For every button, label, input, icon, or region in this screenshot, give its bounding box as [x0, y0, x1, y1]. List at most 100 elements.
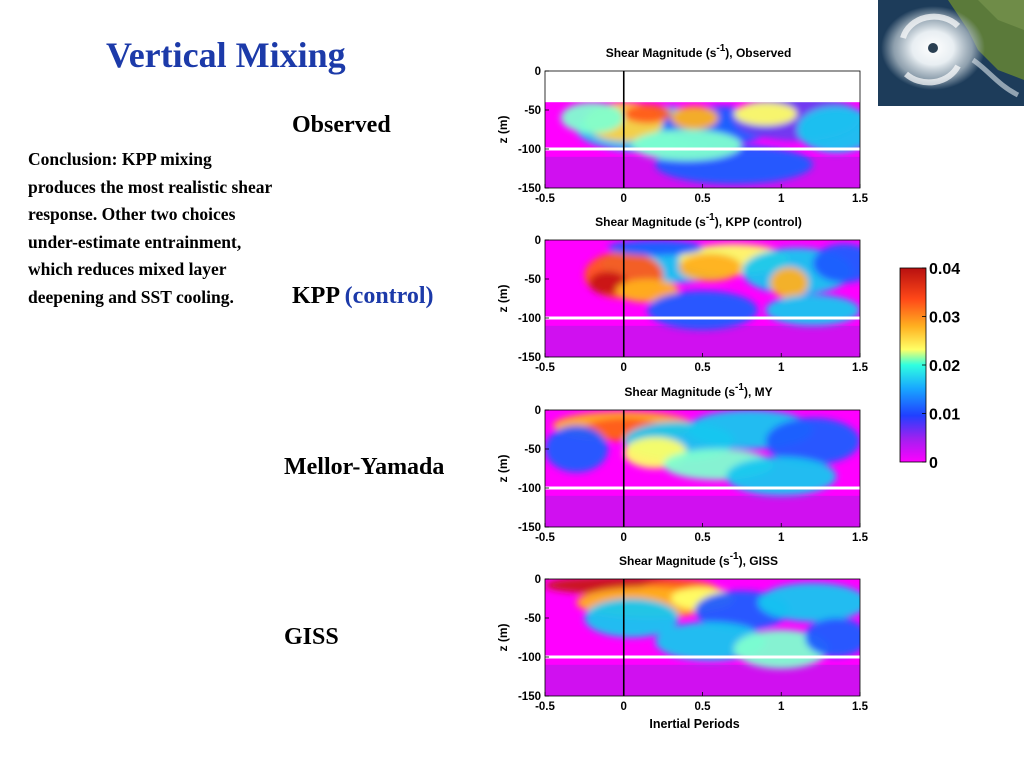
panel-0-field	[545, 71, 860, 188]
panel-2-xtick-label-3: 1	[778, 532, 785, 544]
colorbar-tick-label-0: 0.04	[929, 261, 960, 278]
panel-3-ytick-label-3: -150	[518, 691, 541, 703]
panel-1-shear-blob-2	[678, 253, 742, 282]
panel-2-title-sup: -1	[735, 382, 744, 393]
row-label-giss: GISS	[284, 624, 339, 651]
panel-2-title-main: Shear Magnitude (s	[624, 385, 735, 399]
panel-1-xtick-label-4: 1.5	[852, 362, 869, 374]
panel-3-title: Shear Magnitude (s-1), GISS	[619, 551, 778, 568]
panel-1-ytick-label-2: -100	[518, 313, 541, 325]
panel-3-shear-blob-8	[734, 629, 829, 669]
panel-3-shear-blob-9	[804, 618, 860, 657]
panel-1-field	[545, 240, 860, 357]
panel-1-shear-blob-8	[812, 243, 860, 283]
colorbar-tick-label-2: 0.02	[929, 358, 960, 375]
panel-0: -0.5 0 0.5 1 1.5 0 -50 -100 -150 z (m) Shear Magni…	[496, 43, 869, 205]
panel-1-shear-blob-10	[765, 294, 860, 326]
row-label-my-text: Mellor-Yamada	[284, 454, 445, 480]
panel-1-xtick-label-2: 0.5	[695, 362, 712, 374]
panel-3-ytick-label-1: -50	[524, 613, 541, 625]
panel-3-xtick-label-2: 0.5	[695, 701, 712, 713]
panel-2-xtick-label-1: 0	[621, 532, 627, 544]
panel-0-shear-blob-5	[671, 106, 719, 130]
panel-3-ylabel: z (m)	[496, 624, 510, 652]
panel-3-field	[545, 579, 860, 696]
panel-0-shear-blob-7	[560, 102, 624, 134]
panel-0-shear-blob-4	[623, 104, 671, 124]
panel-3-ytick-label-0: 0	[535, 574, 541, 586]
panel-0-no-data	[545, 71, 860, 103]
panel-2-ylabel: z (m)	[496, 455, 510, 483]
row-label-mellor-yamada: Mellor-Yamada	[284, 454, 444, 481]
panel-3-ytick-label-2: -100	[518, 652, 541, 664]
panel-0-xtick-label-2: 0.5	[695, 193, 712, 205]
colorbar-tick-label-4: 0	[929, 455, 938, 472]
panel-0-xtick-label-3: 1	[778, 193, 785, 205]
panel-1-ylabel: z (m)	[496, 285, 510, 313]
panel-0-xtick-label-1: 0	[621, 193, 627, 205]
panel-2-title: Shear Magnitude (s-1), MY	[624, 382, 772, 399]
panel-3-shear-blob-6	[757, 582, 860, 622]
panel-0-xtick-label-0: -0.5	[535, 193, 555, 205]
panel-2-ytick-label-0: 0	[535, 405, 541, 417]
panel-3-title-sup: -1	[730, 551, 739, 562]
panel-1-title: Shear Magnitude (s-1), KPP (control)	[595, 212, 802, 229]
panel-2-blobs	[545, 410, 860, 496]
panel-1-title-end: ), KPP (control)	[715, 215, 802, 229]
panel-2-ytick-label-3: -150	[518, 522, 541, 534]
panel-2-deep-layer	[545, 495, 860, 527]
panel-1-ytick-label-1: -50	[524, 274, 541, 286]
panel-0-ytick-label-1: -50	[524, 105, 541, 117]
colorbar-tick-label-3: 0.01	[929, 407, 960, 424]
panel-2-shear-blob-8	[545, 425, 608, 473]
panel-1-xtick-label-0: -0.5	[535, 362, 555, 374]
panel-0-shear-blob-8	[797, 106, 860, 153]
panel-0-xtick-label-4: 1.5	[852, 193, 869, 205]
row-label-kpp-text: KPP	[292, 283, 345, 309]
panel-1-ytick-label-3: -150	[518, 352, 541, 364]
panel-2-ytick-label-1: -50	[524, 444, 541, 456]
panel-2-xtick-label-2: 0.5	[695, 532, 712, 544]
panel-1-title-main: Shear Magnitude (s	[595, 215, 706, 229]
row-label-observed-text: Observed	[292, 112, 391, 138]
panel-1-xtick-label-3: 1	[778, 362, 785, 374]
panel-3-title-main: Shear Magnitude (s	[619, 554, 730, 568]
conclusion-text: Conclusion: KPP mixing produces the most…	[28, 149, 273, 307]
panel-2: -0.5 0 0.5 1 1.5 0 -50 -100 -150 z (m) Shear Magni…	[496, 382, 869, 544]
panel-2-ytick-label-2: -100	[518, 483, 541, 495]
panel-3: -0.5 0 0.5 1 1.5 0 -50 -100 -150 z (m) Shear Magni…	[496, 551, 869, 731]
panel-3-title-end: ), GISS	[739, 554, 778, 568]
slide-title: Vertical Mixing	[106, 35, 346, 75]
panel-1-title-sup: -1	[706, 212, 715, 223]
panel-1-shear-blob-5	[615, 279, 679, 303]
panel-0-title-sup: -1	[716, 43, 725, 54]
panel-2-xtick-label-4: 1.5	[852, 532, 869, 544]
row-label-giss-text: GISS	[284, 624, 339, 650]
panel-1: -0.5 0 0.5 1 1.5 0 -50 -100 -150 z (m) Shear Magni…	[496, 212, 869, 374]
panel-3-xtick-label-4: 1.5	[852, 701, 869, 713]
panel-0-title-end: ), Observed	[725, 46, 791, 60]
row-label-observed: Observed	[292, 112, 391, 139]
panel-1-shear-blob-7	[770, 267, 809, 299]
panel-3-xtick-label-3: 1	[778, 701, 785, 713]
panel-2-shear-blob-5	[765, 417, 860, 465]
panel-2-field	[545, 410, 860, 527]
panel-0-ytick-label-3: -150	[518, 183, 541, 195]
panel-0-ytick-label-2: -100	[518, 144, 541, 156]
panel-2-shear-blob-7	[726, 456, 837, 496]
panel-1-deep-layer	[545, 325, 860, 357]
panel-3-deep-layer	[545, 664, 860, 696]
panel-0-shear-blob-6	[734, 102, 797, 126]
panel-3-shear-blob-4	[584, 598, 679, 638]
panel-3-blobs	[545, 579, 860, 669]
panel-0-shear-blob-10	[631, 129, 742, 161]
panel-0-ylabel: z (m)	[496, 116, 510, 144]
panel-3-xtick-label-1: 0	[621, 701, 627, 713]
panel-2-title-end: ), MY	[744, 385, 773, 399]
panel-0-blobs	[560, 94, 860, 185]
panel-2-xtick-label-0: -0.5	[535, 532, 555, 544]
row-label-kpp-accent: (control)	[344, 283, 434, 309]
panel-0-title-main: Shear Magnitude (s	[606, 46, 717, 60]
panel-1-shear-blob-9	[647, 290, 758, 330]
